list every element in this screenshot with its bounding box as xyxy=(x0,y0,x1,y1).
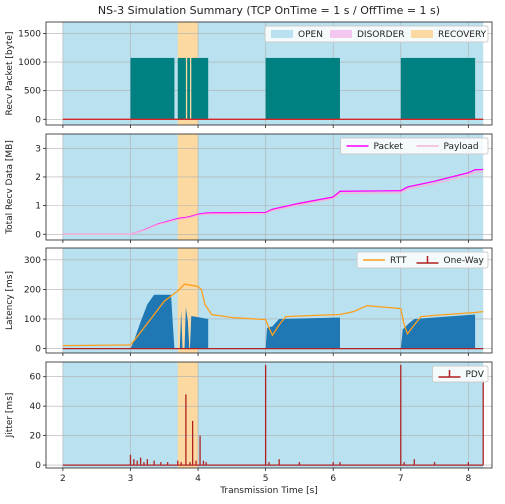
bar xyxy=(191,57,209,120)
y-axis-label: Recv Packet [byte] xyxy=(5,32,15,116)
panel-frame xyxy=(45,21,493,126)
series-line-payload xyxy=(62,171,484,235)
state-band-recovery xyxy=(177,134,199,240)
x-tick-label: 6 xyxy=(330,474,336,484)
plot-area-jitter xyxy=(46,362,492,468)
bar xyxy=(177,57,186,120)
y-tick-label: 40 xyxy=(30,402,42,412)
series-line-rtt xyxy=(62,283,484,347)
legend-recv: OPEN DISORDER RECOVERY xyxy=(264,25,489,43)
panel-latency: 0 100 200 300 Latency [ms] RTT One-Way xyxy=(5,247,493,356)
state-band-open xyxy=(62,362,484,468)
legend-label: RTT xyxy=(390,256,407,266)
y-tick-label: 1000 xyxy=(18,58,41,68)
panel-frame xyxy=(45,133,493,241)
latency-area xyxy=(189,316,209,349)
legend-label: PDV xyxy=(466,370,485,380)
state-band-recovery xyxy=(177,362,199,468)
legend-label: Payload xyxy=(444,142,479,152)
panel-jitter: 0 20 40 60 2 3 4 5 6 7 8 Jitter [ms] PDV xyxy=(5,361,493,484)
y-tick-label: 0 xyxy=(35,345,41,355)
bar xyxy=(265,57,340,120)
legend-label: RECOVERY xyxy=(438,30,487,40)
legend-swatch xyxy=(330,30,352,38)
y-tick-label: 0 xyxy=(35,461,41,471)
legend-total: Packet Payload xyxy=(340,137,489,155)
y-tick-label: 1500 xyxy=(18,29,41,39)
y-tick-label: 3 xyxy=(35,144,41,154)
y-tick-label: 60 xyxy=(30,373,42,383)
x-tick-label: 4 xyxy=(195,474,201,484)
y-tick-label: 0 xyxy=(35,115,41,125)
legend-swatch xyxy=(411,30,433,38)
legend-swatch xyxy=(271,30,293,38)
y-tick-label: 300 xyxy=(24,256,41,266)
x-tick-label: 5 xyxy=(263,474,269,484)
x-tick-label: 2 xyxy=(60,474,66,484)
y-tick-label: 20 xyxy=(30,432,42,442)
legend-box xyxy=(356,251,489,269)
latency-area xyxy=(400,314,476,349)
panel-frame xyxy=(45,247,493,354)
y-tick-label: 500 xyxy=(24,87,41,97)
latency-area xyxy=(130,294,175,349)
legend-label: DISORDER xyxy=(357,30,405,40)
latency-area xyxy=(179,310,183,349)
bar xyxy=(130,57,175,120)
series-line-packet xyxy=(62,168,484,235)
y-axis-label: Total Recv Data [MB] xyxy=(5,140,15,235)
x-axis-label: Transmission Time [s] xyxy=(219,486,318,496)
y-tick-label: 1 xyxy=(35,202,41,212)
panel-frame xyxy=(45,361,493,469)
y-tick-label: 100 xyxy=(24,315,41,325)
latency-area xyxy=(265,317,340,349)
x-tick-label: 7 xyxy=(398,474,404,484)
x-tick-label: 8 xyxy=(465,474,471,484)
chart-title: NS-3 Simulation Summary (TCP OnTime = 1 … xyxy=(98,4,440,17)
y-axis-label: Latency [ms] xyxy=(5,271,15,330)
panel-total: 0 1 2 3 Total Recv Data [MB] Packet Payload xyxy=(5,133,493,243)
y-tick-label: 0 xyxy=(35,230,41,240)
legend-box xyxy=(432,365,489,383)
legend-latency: RTT One-Way xyxy=(356,251,489,269)
x-tick-label: 3 xyxy=(128,474,134,484)
y-axis-label: Jitter [ms] xyxy=(5,393,15,439)
bar xyxy=(400,57,476,120)
y-tick-label: 2 xyxy=(35,173,41,183)
legend-label: Packet xyxy=(374,142,404,152)
latency-area xyxy=(184,307,190,349)
legend-jitter: PDV xyxy=(432,365,489,383)
legend-box xyxy=(340,137,489,155)
legend-label: One-Way xyxy=(444,256,485,266)
y-tick-label: 200 xyxy=(24,285,41,295)
legend-label: OPEN xyxy=(298,30,323,40)
bar xyxy=(187,57,190,120)
